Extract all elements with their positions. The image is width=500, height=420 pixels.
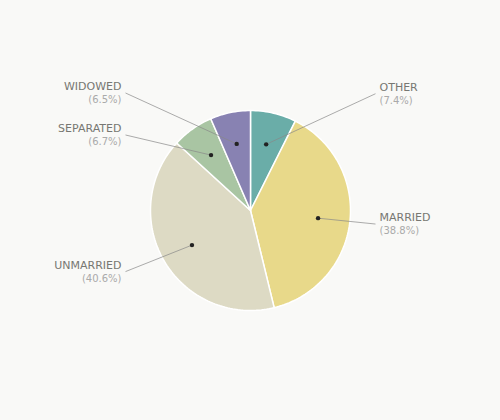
svg-text:(6.7%): (6.7%): [88, 136, 121, 147]
svg-text:OTHER: OTHER: [380, 81, 419, 94]
svg-text:(40.6%): (40.6%): [82, 273, 122, 284]
svg-text:(6.5%): (6.5%): [88, 94, 121, 105]
svg-text:UNMARRIED: UNMARRIED: [54, 259, 121, 272]
svg-text:SEPARATED: SEPARATED: [58, 122, 121, 135]
svg-text:MARRIED: MARRIED: [380, 211, 431, 224]
svg-text:WIDOWED: WIDOWED: [64, 80, 122, 93]
svg-text:(7.4%): (7.4%): [380, 95, 413, 106]
svg-text:(38.8%): (38.8%): [380, 225, 420, 236]
